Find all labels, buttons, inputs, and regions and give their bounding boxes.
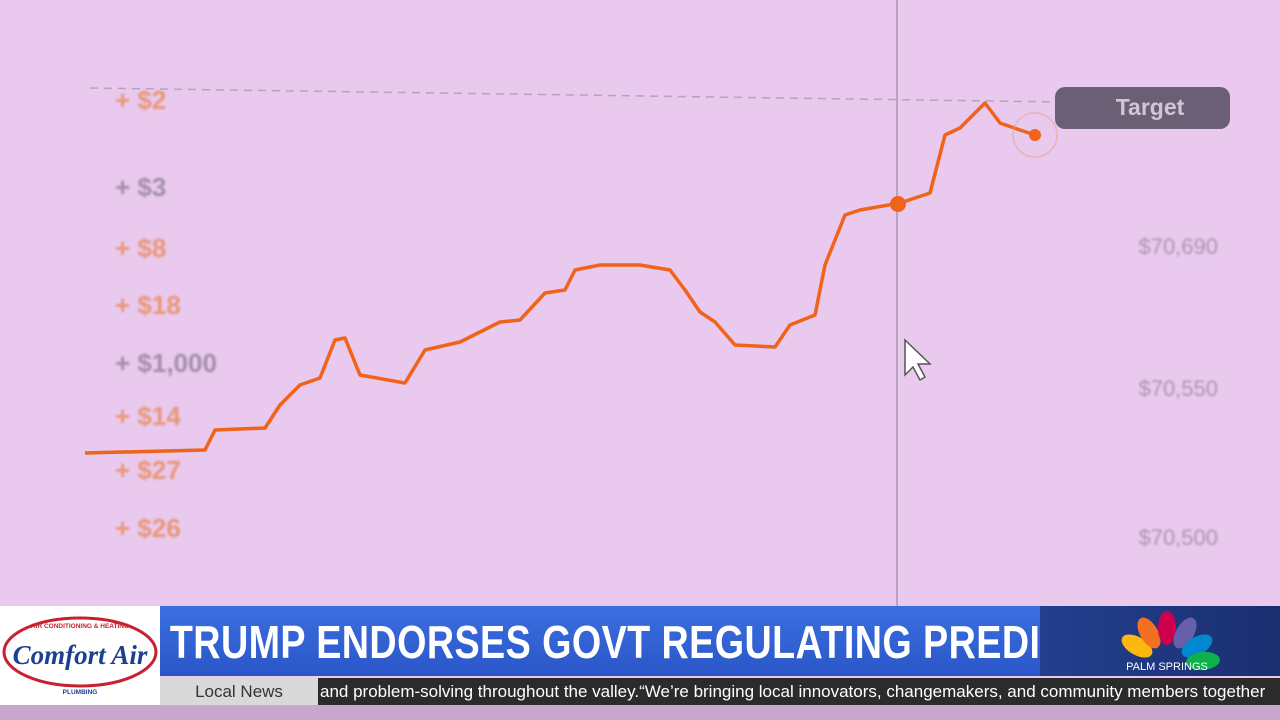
ticker-bar: Local News and problem-solving throughou… — [160, 678, 1280, 705]
sponsor-service: PLUMBING — [63, 689, 98, 696]
price-line — [84, 101, 1036, 455]
station-name: PALM SPRINGS — [1126, 661, 1208, 673]
target-line — [89, 87, 1061, 103]
price-label: + $2 — [115, 85, 166, 115]
sponsor-name: Comfort Air — [13, 640, 148, 670]
sponsor-logo: AIR CONDITIONING & HEATING Comfort Air P… — [0, 606, 160, 705]
section-label: Local News — [160, 678, 318, 705]
price-label: + $8 — [115, 233, 166, 263]
cursor — [904, 338, 932, 382]
ticker-text: and problem-solving throughout the valle… — [320, 682, 1266, 701]
price-label: + $26 — [115, 513, 181, 543]
price-label: + $14 — [115, 401, 181, 431]
price-label: + $18 — [115, 290, 181, 320]
marker — [1029, 129, 1041, 141]
peacock: PALM SPRINGS — [1121, 611, 1220, 673]
price-label: + $27 — [115, 455, 181, 485]
marker — [890, 196, 906, 212]
screen-chart: Target + $2 + $3 + $8 + $18 + $1,000 + $14 + $… — [84, 0, 1230, 606]
sponsor-art: AIR CONDITIONING & HEATING Comfort Air P… — [2, 616, 158, 696]
station-bug: PALM SPRINGS — [1040, 606, 1280, 676]
axis-label: $70,550 — [1138, 376, 1218, 401]
axis-label: $70,690 — [1138, 234, 1218, 259]
axis-label: $70,500 — [1138, 525, 1218, 550]
pulse — [1012, 112, 1058, 158]
logo-ring — [2, 616, 158, 688]
target-badge — [1055, 87, 1230, 129]
target-label: Target — [1116, 94, 1185, 120]
price-label: + $3 — [115, 172, 166, 202]
headline: TRUMP ENDORSES GOVT REGULATING PREDICTIO… — [160, 606, 1280, 676]
sponsor-tagline: AIR CONDITIONING & HEATING — [31, 623, 129, 630]
price-label: + $1,000 — [115, 348, 217, 378]
bottom-strip — [0, 705, 1280, 720]
